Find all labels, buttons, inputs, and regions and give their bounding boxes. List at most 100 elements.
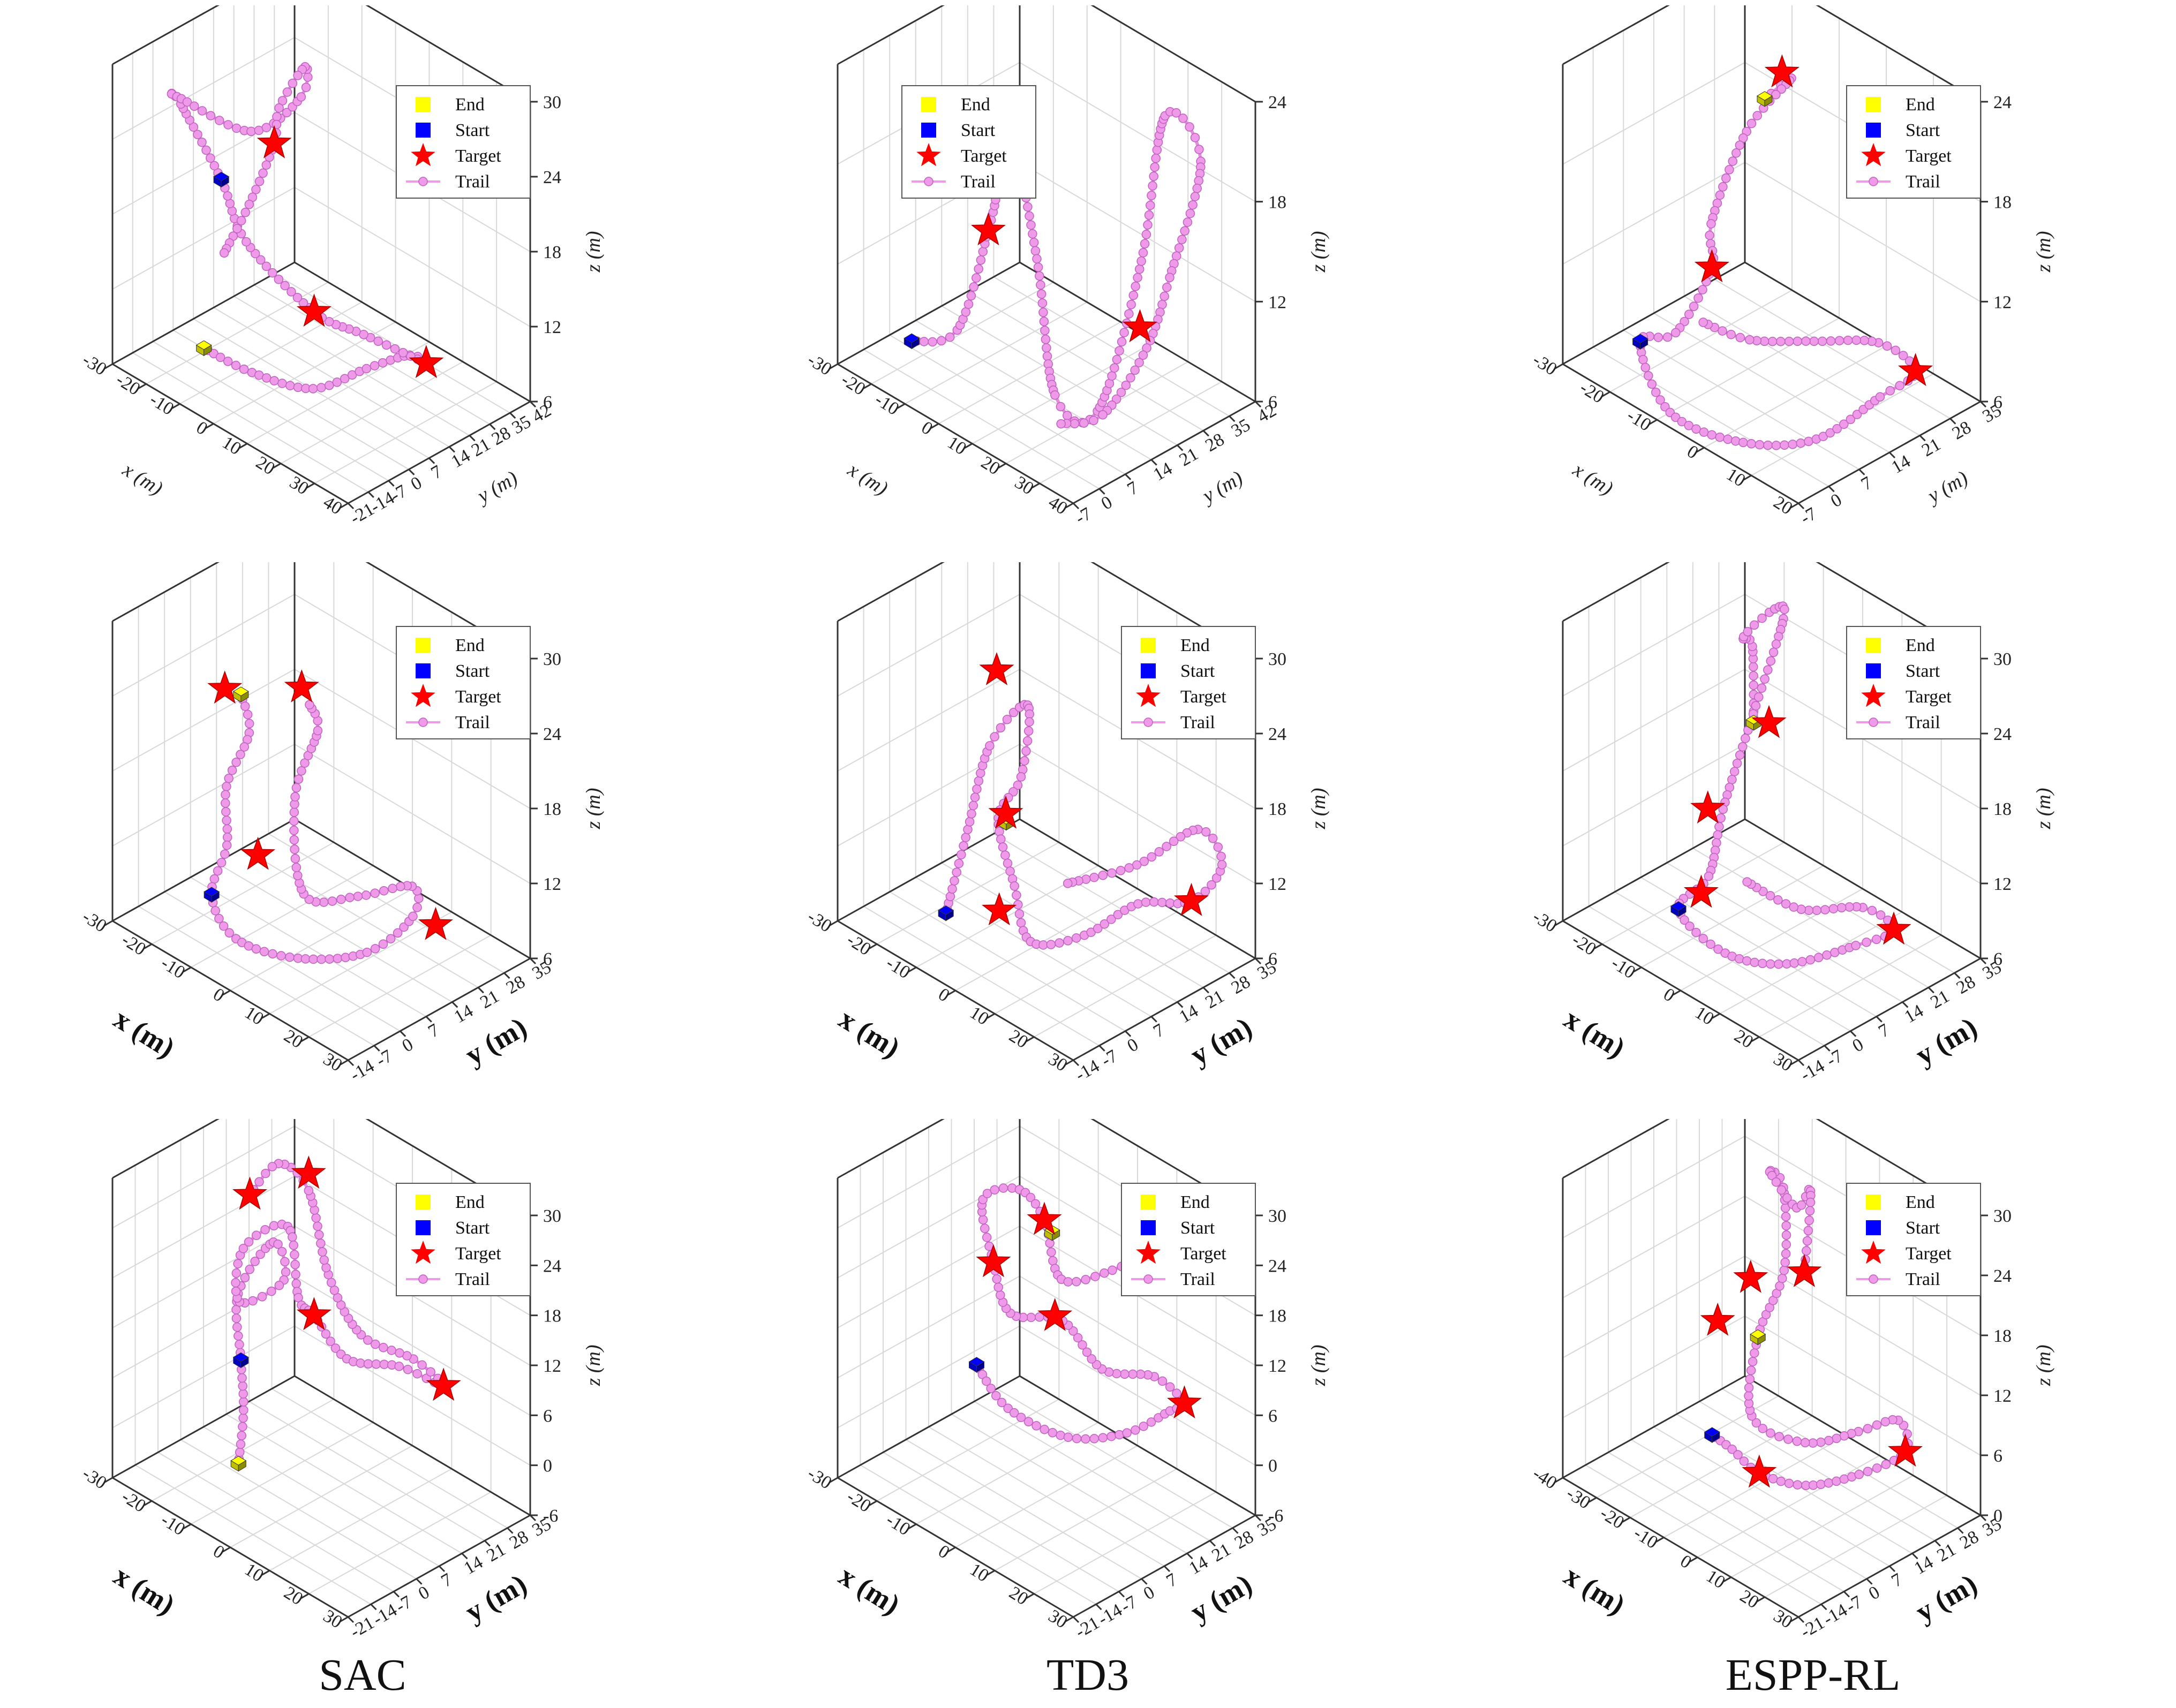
- x-tick-label: 0: [935, 1541, 953, 1562]
- trail-point: [1691, 927, 1701, 938]
- trail-point: [1208, 834, 1218, 843]
- y-tick-label: -14: [1072, 1056, 1103, 1085]
- start-marker: [1670, 901, 1687, 917]
- x-tick-label: 0: [209, 1541, 228, 1562]
- markers: [1700, 1253, 1923, 1488]
- y-tick-label: -14: [347, 1056, 378, 1085]
- trail-point: [1784, 336, 1794, 346]
- trail-point: [261, 123, 272, 132]
- trail-point: [1801, 336, 1811, 346]
- trail-point: [261, 373, 272, 383]
- target-marker: [1764, 54, 1799, 88]
- trail-point: [268, 949, 277, 959]
- trail-point: [1750, 1348, 1759, 1358]
- axis-edge: [112, 363, 349, 504]
- trail-point: [1726, 329, 1736, 339]
- trail-point: [244, 200, 254, 209]
- trail-point: [1025, 709, 1035, 719]
- trail-point: [261, 1168, 270, 1178]
- x-tick: [261, 1013, 270, 1019]
- trail-point: [1117, 337, 1127, 347]
- grid-line-y: [134, 1165, 372, 1605]
- target-marker: [418, 906, 453, 940]
- grid: [837, 5, 1256, 504]
- trail-point: [1802, 1236, 1812, 1246]
- trail-point: [1768, 647, 1779, 657]
- trail-point: [1021, 746, 1031, 756]
- trail-point: [239, 1405, 249, 1415]
- trail-point: [1112, 1369, 1121, 1379]
- trail-point: [1671, 328, 1681, 338]
- trail-point: [1788, 440, 1797, 449]
- trail-point: [1128, 290, 1139, 300]
- x-tick-label: 20: [252, 452, 278, 479]
- grid-line-y: [1699, 1119, 1936, 1541]
- legend-target-swatch: [916, 143, 941, 167]
- trail-point: [1081, 1434, 1090, 1444]
- trail-point: [274, 274, 284, 284]
- legend-target-swatch: [1861, 684, 1886, 707]
- trail-point: [1126, 300, 1136, 309]
- x-tick-label: 10: [241, 1560, 267, 1586]
- trail-point: [378, 358, 388, 368]
- legend-end-label: End: [961, 95, 990, 115]
- x-tick-label: -30: [804, 350, 835, 379]
- markers: [968, 1201, 1202, 1419]
- y-tick: [1888, 1565, 1896, 1573]
- trail-point: [341, 953, 350, 963]
- trail-point: [1030, 246, 1041, 256]
- z-tick-label: 24: [1268, 1256, 1286, 1276]
- trail-point: [291, 1269, 300, 1280]
- target-marker: [988, 795, 1023, 829]
- x-tick-label: -30: [804, 906, 835, 936]
- grid-line-z: [837, 1275, 1256, 1416]
- z-tick-label: 18: [1993, 1326, 2012, 1346]
- target-marker: [291, 1155, 326, 1189]
- legend-target-swatch: [1136, 1241, 1161, 1264]
- legend-start-swatch: [416, 123, 431, 138]
- z-tick-label: 24: [1993, 724, 2012, 744]
- z-tick-label: 6: [1993, 1446, 2002, 1466]
- x-tick-label: -10: [157, 1510, 189, 1539]
- trail-point: [990, 732, 999, 742]
- x-axis-title: x (m): [1558, 1002, 1631, 1064]
- chart-panel-r2-c2: -40 -30 -20 -10 0 10 20 30 -21 -14 -7 0 7 14 21 28 35 0 6 1…: [1450, 1119, 2175, 1665]
- trail-point: [1640, 362, 1651, 373]
- x-tick: [340, 1059, 349, 1065]
- trail-point: [1005, 866, 1015, 876]
- trail-point: [1200, 887, 1210, 896]
- legend-end-swatch: [1866, 1195, 1881, 1210]
- trail-point: [1138, 248, 1148, 258]
- trail-point: [1033, 262, 1043, 272]
- trail-point: [963, 825, 973, 835]
- x-tick: [863, 383, 872, 389]
- start-marker: [968, 1357, 985, 1373]
- series-trail: [207, 690, 424, 964]
- trail-point: [1804, 436, 1813, 447]
- x-tick-label: 30: [1011, 472, 1037, 498]
- trail-point: [281, 1267, 291, 1277]
- trail-point: [1009, 1408, 1019, 1418]
- trail-point: [1036, 280, 1045, 290]
- x-tick-label: -20: [112, 370, 144, 399]
- trail-point: [280, 281, 290, 291]
- trail-point: [222, 815, 231, 826]
- trail-point: [1813, 953, 1824, 963]
- trail-point: [1846, 414, 1856, 425]
- x-tick: [306, 482, 315, 489]
- legend-target-swatch: [411, 1241, 435, 1264]
- trail-point: [1759, 336, 1770, 346]
- grid-line-y: [837, 621, 1074, 1061]
- trail-point: [370, 944, 380, 954]
- trail-point: [313, 725, 323, 736]
- trail-point: [393, 928, 403, 938]
- trail-point: [1723, 434, 1733, 444]
- trail-point: [974, 264, 983, 274]
- target-marker: [296, 1297, 332, 1331]
- axis-edge: [1073, 957, 1256, 1061]
- trail-point: [395, 1348, 404, 1358]
- y-tick: [416, 1578, 423, 1585]
- trail-point: [285, 381, 295, 390]
- trail-point: [1048, 1256, 1058, 1266]
- trail-point: [1073, 1333, 1083, 1343]
